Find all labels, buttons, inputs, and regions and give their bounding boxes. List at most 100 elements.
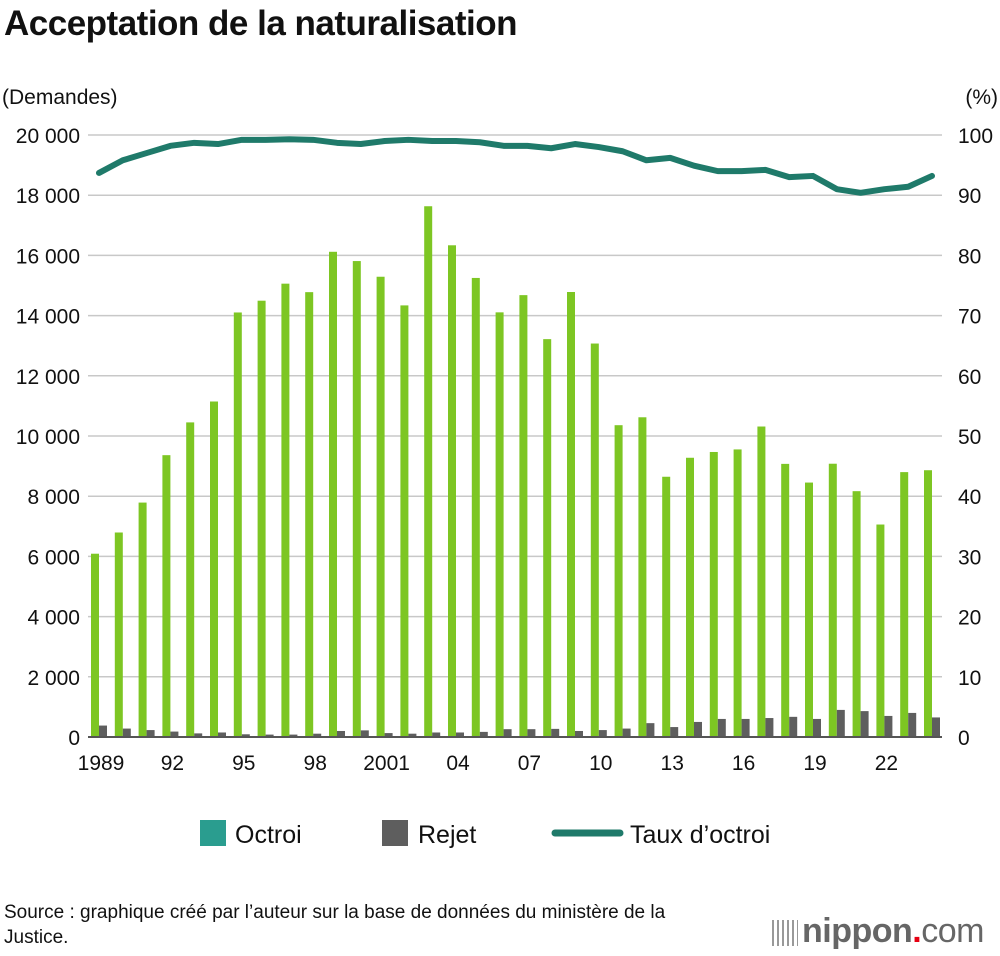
x-tick-label: 95 bbox=[232, 752, 255, 775]
bar-octroi bbox=[709, 451, 718, 737]
bar-rejet bbox=[884, 715, 893, 737]
bar-octroi bbox=[638, 417, 647, 737]
bar-rejet bbox=[479, 731, 488, 737]
legend-swatch-rejet bbox=[382, 820, 408, 846]
bar-rejet bbox=[146, 730, 155, 737]
x-tick-label: 19 bbox=[803, 752, 826, 775]
x-tick-label: 2001 bbox=[363, 752, 410, 775]
bar-rejet bbox=[670, 727, 679, 737]
logo-dot: . bbox=[912, 912, 922, 950]
bar-rejet bbox=[265, 734, 274, 737]
bar-octroi bbox=[662, 476, 671, 737]
bar-rejet bbox=[218, 732, 226, 737]
y2-tick-label: 0 bbox=[958, 727, 970, 750]
bar-rejet bbox=[646, 723, 655, 737]
line-taux-octroi bbox=[96, 136, 935, 196]
x-tick-label: 92 bbox=[161, 752, 184, 775]
legend-label-octroi: Octroi bbox=[235, 821, 302, 849]
bar-rejet bbox=[527, 729, 536, 737]
bar-octroi bbox=[828, 463, 837, 737]
bar-rejet bbox=[789, 716, 798, 737]
bar-octroi bbox=[400, 305, 409, 737]
bar-octroi bbox=[138, 502, 147, 737]
y2-tick-label: 60 bbox=[958, 366, 981, 389]
bar-octroi bbox=[900, 472, 909, 737]
bar-octroi bbox=[590, 343, 599, 737]
x-tick-label: 98 bbox=[304, 752, 327, 775]
legend-label-rejet: Rejet bbox=[418, 821, 476, 849]
bar-octroi bbox=[162, 455, 171, 737]
y-tick-label: 2 000 bbox=[27, 667, 80, 690]
y-tick-label: 10 000 bbox=[16, 426, 80, 449]
bar-rejet bbox=[360, 730, 369, 737]
x-tick-label: 10 bbox=[589, 752, 612, 775]
bar-octroi bbox=[471, 277, 480, 737]
bar-rejet bbox=[503, 729, 512, 737]
bar-rejet bbox=[99, 725, 107, 737]
y2-tick-label: 20 bbox=[958, 607, 981, 630]
bar-octroi bbox=[519, 295, 528, 737]
y-tick-label: 18 000 bbox=[16, 185, 80, 208]
bar-octroi bbox=[567, 292, 575, 737]
chart-title: Acceptation de la naturalisation bbox=[4, 4, 518, 43]
bar-octroi bbox=[495, 312, 504, 737]
bar-rejet bbox=[337, 730, 345, 737]
bar-rejet bbox=[313, 733, 322, 737]
y-tick-label: 16 000 bbox=[16, 245, 80, 268]
bar-rejet bbox=[384, 733, 393, 737]
x-tick-label: 04 bbox=[446, 752, 470, 775]
y-tick-label: 4 000 bbox=[27, 607, 80, 630]
y-tick-label: 14 000 bbox=[16, 306, 80, 329]
legend-swatch-octroi bbox=[200, 820, 226, 846]
bar-rejet bbox=[622, 728, 631, 737]
bar-rejet bbox=[717, 718, 726, 737]
bar-rejet bbox=[170, 731, 179, 737]
y2-tick-label: 90 bbox=[958, 185, 981, 208]
bar-octroi bbox=[281, 283, 290, 737]
y2-tick-label: 30 bbox=[958, 546, 981, 569]
y2-tick-label: 10 bbox=[958, 667, 981, 690]
bar-octroi bbox=[424, 206, 433, 737]
y2-tick-label: 70 bbox=[958, 306, 981, 329]
bar-octroi bbox=[233, 312, 242, 737]
legend-label-taux: Taux d’octroi bbox=[630, 821, 770, 849]
bar-octroi bbox=[781, 463, 790, 737]
bar-rejet bbox=[456, 732, 464, 737]
bar-rejet bbox=[765, 718, 774, 737]
x-tick-label: 1989 bbox=[78, 752, 125, 775]
logo-bars-icon bbox=[772, 920, 798, 947]
x-tick-label: 22 bbox=[875, 752, 898, 775]
y-tick-label: 8 000 bbox=[27, 486, 80, 509]
bar-octroi bbox=[186, 422, 195, 737]
bar-rejet bbox=[194, 733, 203, 737]
bar-rejet bbox=[598, 730, 607, 737]
bar-octroi bbox=[329, 251, 337, 737]
y-tick-label: 0 bbox=[68, 727, 80, 750]
bar-octroi bbox=[448, 245, 456, 737]
bar-octroi bbox=[91, 553, 99, 737]
bar-rejet bbox=[860, 711, 869, 737]
source-note: Source : graphique créé par l’auteur sur… bbox=[4, 902, 666, 948]
bar-octroi bbox=[376, 276, 385, 737]
bar-octroi bbox=[686, 457, 694, 737]
bar-rejet bbox=[836, 709, 845, 737]
bar-octroi bbox=[852, 491, 861, 737]
bar-octroi bbox=[352, 261, 361, 737]
bar-rejet bbox=[408, 733, 417, 737]
bar-octroi bbox=[543, 339, 552, 737]
y2-tick-label: 80 bbox=[958, 245, 981, 268]
bar-octroi bbox=[114, 532, 123, 737]
bar-octroi bbox=[305, 292, 314, 737]
bar-rejet bbox=[575, 730, 583, 737]
y2-tick-label: 100 bbox=[958, 125, 993, 148]
y2-tick-label: 50 bbox=[958, 426, 981, 449]
bar-rejet bbox=[741, 718, 750, 737]
bar-rejet bbox=[122, 728, 131, 737]
bar-rejet bbox=[432, 732, 441, 737]
bar-octroi bbox=[733, 449, 742, 737]
bar-octroi bbox=[805, 482, 813, 737]
bar-rejet bbox=[694, 721, 702, 737]
bar-rejet bbox=[932, 717, 940, 737]
